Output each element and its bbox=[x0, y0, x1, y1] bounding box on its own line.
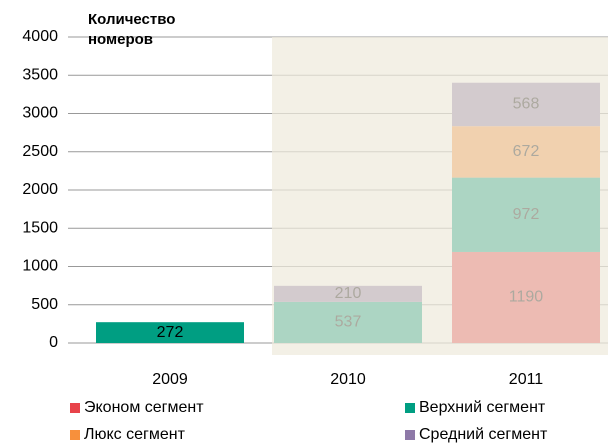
bar-segment bbox=[96, 322, 244, 343]
x-tick-label: 2009 bbox=[152, 371, 188, 388]
x-tick-label: 2010 bbox=[330, 371, 366, 388]
forecast-shade bbox=[272, 37, 608, 355]
data-label: 272 bbox=[157, 324, 184, 341]
y-tick-label: 2500 bbox=[22, 143, 58, 160]
y-tick-label: 2000 bbox=[22, 181, 58, 198]
x-tick-label: 2011 bbox=[509, 371, 544, 388]
y-tick-label: 1000 bbox=[22, 258, 58, 275]
legend-label: Люкс сегмент bbox=[84, 426, 186, 443]
y-axis-title: Количество номеров bbox=[88, 11, 176, 48]
legend-swatch bbox=[405, 430, 415, 440]
legend-label: Верхний сегмент bbox=[419, 399, 546, 416]
legend-label: Средний сегмент bbox=[419, 426, 548, 443]
legend-swatch bbox=[70, 430, 80, 440]
y-tick-label: 1500 bbox=[22, 219, 58, 236]
legend-label: Эконом сегмент bbox=[84, 399, 204, 416]
y-tick-label: 500 bbox=[31, 296, 58, 313]
y-tick-label: 0 bbox=[49, 334, 58, 351]
legend-swatch bbox=[70, 403, 80, 413]
legend-swatch bbox=[405, 403, 415, 413]
y-tick-label: 4000 bbox=[22, 28, 58, 45]
y-tick-label: 3000 bbox=[22, 105, 58, 122]
y-tick-label: 3500 bbox=[22, 66, 58, 83]
